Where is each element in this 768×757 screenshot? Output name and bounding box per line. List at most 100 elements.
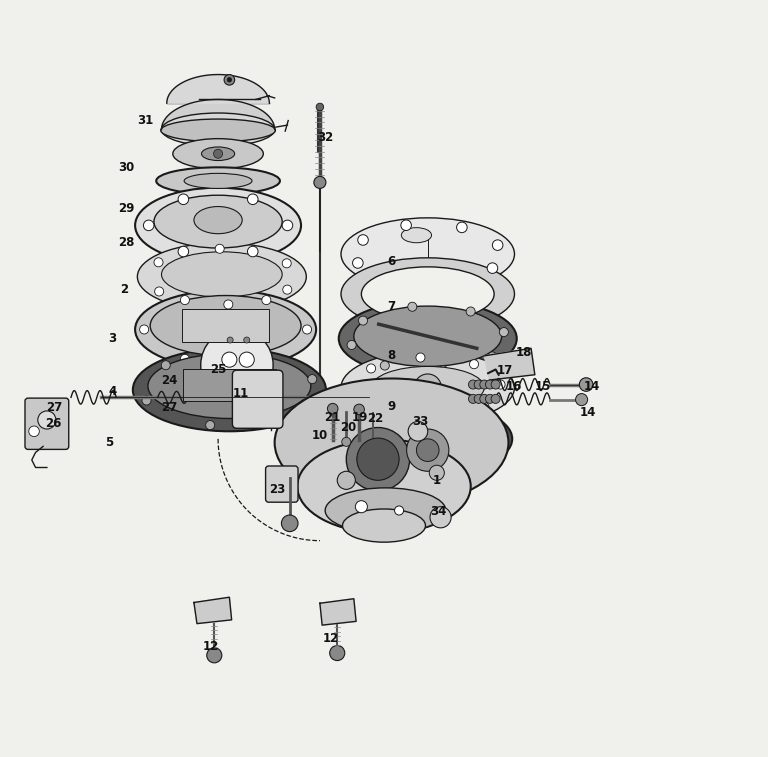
Ellipse shape — [194, 207, 242, 234]
Circle shape — [200, 329, 273, 401]
Ellipse shape — [154, 195, 282, 248]
Circle shape — [468, 394, 478, 403]
Circle shape — [154, 258, 163, 266]
Text: 30: 30 — [118, 160, 134, 174]
Text: 23: 23 — [269, 483, 285, 496]
Circle shape — [474, 394, 483, 403]
Polygon shape — [320, 599, 356, 625]
Circle shape — [409, 406, 417, 413]
Circle shape — [215, 245, 224, 254]
Ellipse shape — [133, 348, 326, 431]
Circle shape — [239, 352, 254, 367]
Ellipse shape — [354, 306, 502, 366]
Text: 25: 25 — [210, 363, 227, 376]
Ellipse shape — [161, 252, 282, 297]
Circle shape — [180, 295, 190, 304]
Circle shape — [579, 378, 593, 391]
Polygon shape — [167, 74, 270, 103]
Text: 5: 5 — [104, 436, 113, 449]
Circle shape — [244, 350, 253, 359]
Ellipse shape — [173, 139, 263, 169]
Polygon shape — [485, 348, 535, 380]
Circle shape — [359, 316, 368, 326]
Text: 24: 24 — [161, 373, 177, 387]
Circle shape — [380, 361, 389, 370]
Text: 1: 1 — [432, 474, 441, 487]
Circle shape — [492, 240, 503, 251]
Text: 21: 21 — [325, 411, 341, 424]
Circle shape — [395, 506, 404, 515]
Circle shape — [214, 149, 223, 158]
Circle shape — [227, 337, 233, 343]
Circle shape — [327, 403, 338, 414]
Circle shape — [178, 246, 189, 257]
Circle shape — [429, 466, 445, 481]
Circle shape — [282, 259, 291, 268]
Ellipse shape — [371, 366, 485, 409]
Circle shape — [414, 374, 442, 401]
Circle shape — [354, 404, 364, 415]
Circle shape — [439, 465, 446, 472]
Circle shape — [262, 295, 271, 304]
Circle shape — [363, 419, 370, 426]
Text: 28: 28 — [118, 236, 134, 249]
Ellipse shape — [201, 147, 235, 160]
Circle shape — [247, 246, 258, 257]
Ellipse shape — [275, 378, 508, 506]
Circle shape — [491, 380, 500, 389]
Circle shape — [223, 300, 233, 309]
Circle shape — [142, 396, 151, 405]
Circle shape — [227, 77, 232, 82]
Circle shape — [289, 410, 297, 419]
Circle shape — [28, 426, 39, 437]
Circle shape — [247, 194, 258, 204]
Circle shape — [308, 375, 316, 384]
Circle shape — [222, 352, 237, 367]
Text: 2: 2 — [120, 283, 127, 296]
Ellipse shape — [325, 488, 446, 533]
Circle shape — [439, 366, 448, 375]
Circle shape — [314, 176, 326, 188]
Text: 15: 15 — [535, 379, 551, 393]
Circle shape — [206, 421, 215, 430]
Ellipse shape — [161, 119, 276, 142]
Polygon shape — [194, 597, 232, 624]
Text: 12: 12 — [323, 632, 339, 645]
Ellipse shape — [362, 267, 494, 321]
Text: 12: 12 — [203, 640, 219, 653]
Text: 9: 9 — [387, 400, 396, 413]
Text: 34: 34 — [430, 506, 446, 519]
Circle shape — [465, 410, 472, 417]
Text: 33: 33 — [412, 415, 429, 428]
Circle shape — [243, 337, 250, 343]
Ellipse shape — [339, 301, 517, 376]
Text: 14: 14 — [579, 406, 596, 419]
Ellipse shape — [359, 408, 497, 466]
Circle shape — [480, 394, 489, 403]
Circle shape — [496, 380, 505, 389]
Circle shape — [377, 407, 386, 416]
Circle shape — [303, 325, 312, 334]
Circle shape — [466, 307, 475, 316]
Text: 14: 14 — [583, 379, 600, 393]
Text: 16: 16 — [505, 379, 522, 393]
Circle shape — [180, 354, 190, 363]
Circle shape — [282, 220, 293, 231]
Bar — [182, 309, 270, 342]
Circle shape — [474, 380, 483, 389]
Ellipse shape — [343, 509, 425, 542]
Ellipse shape — [343, 403, 512, 475]
Circle shape — [316, 103, 323, 111]
Circle shape — [262, 354, 271, 363]
Circle shape — [401, 220, 412, 231]
FancyBboxPatch shape — [233, 370, 283, 428]
Circle shape — [469, 360, 478, 369]
Circle shape — [329, 646, 345, 661]
Circle shape — [488, 352, 497, 361]
Circle shape — [430, 506, 451, 528]
Circle shape — [468, 380, 478, 389]
Bar — [183, 369, 276, 401]
Circle shape — [357, 438, 399, 481]
Circle shape — [416, 439, 439, 462]
Circle shape — [154, 287, 164, 296]
